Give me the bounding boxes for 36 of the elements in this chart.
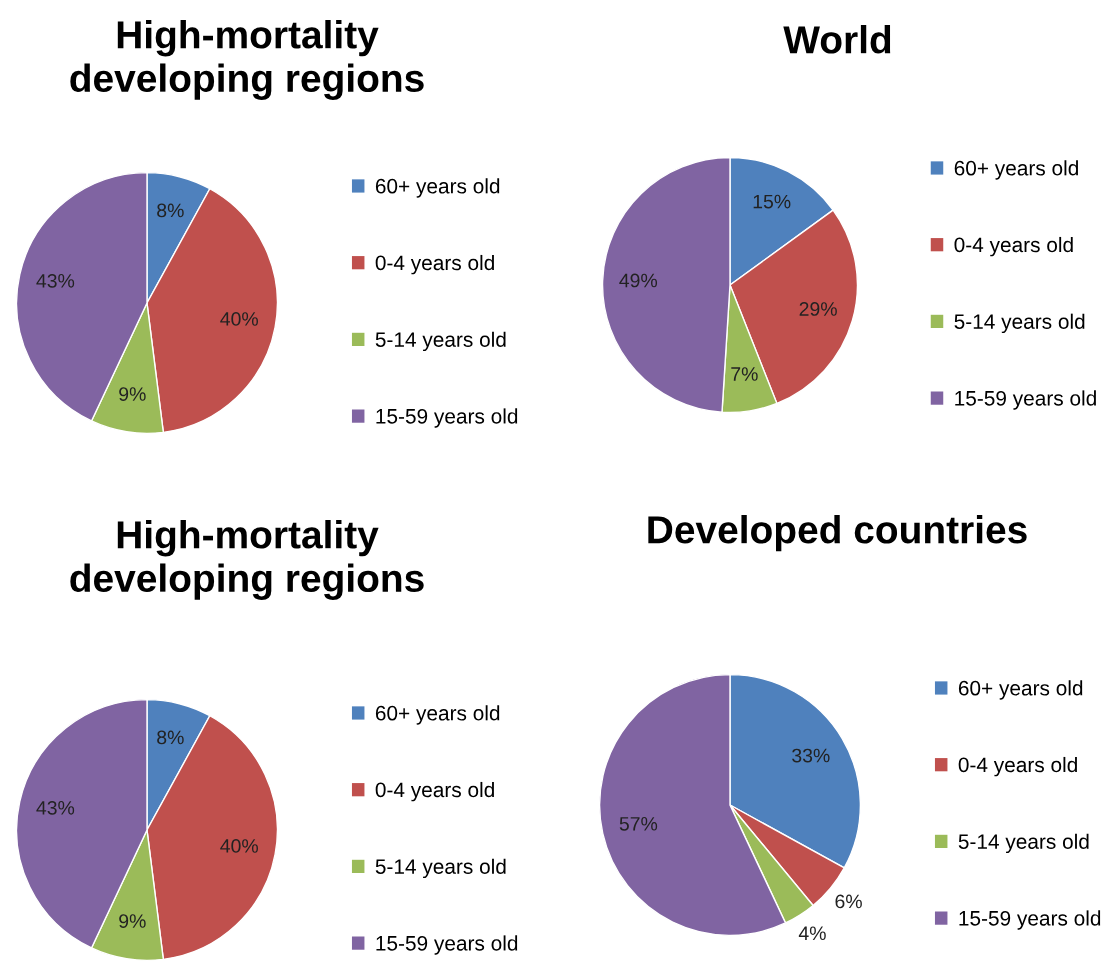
legend-label: 60+ years old — [958, 680, 1083, 700]
data-label: 40% — [220, 839, 258, 853]
legend-label: 15-59 years old — [955, 390, 1096, 410]
data-label: 9% — [119, 914, 146, 928]
legend-label: 0-4 years old — [375, 254, 494, 275]
data-label: 29% — [799, 302, 837, 316]
legend-label: 0-4 years old — [958, 756, 1077, 777]
legend-label: 0-4 years old — [375, 781, 494, 802]
legend-label: 60+ years old — [375, 705, 500, 725]
data-label: 9% — [119, 387, 146, 401]
data-label: 4% — [798, 926, 826, 941]
data-label: 40% — [220, 312, 258, 326]
legend-label: 0-4 years old — [954, 236, 1073, 257]
data-label: 8% — [157, 203, 184, 218]
legend-label: 5-14 years old — [954, 313, 1085, 334]
chart-title: Developed countries — [648, 515, 1027, 552]
legend-label: 5-14 years old — [958, 833, 1089, 854]
data-label: 33% — [792, 748, 830, 763]
legend-label: 60+ years old — [954, 160, 1078, 180]
data-label: 8% — [157, 730, 184, 745]
data-label: 43% — [36, 273, 75, 288]
chart-title: High-mortality developing regions — [70, 520, 424, 600]
legend-label: 5-14 years old — [375, 858, 506, 879]
data-label: 57% — [619, 817, 658, 831]
data-label: 43% — [36, 800, 75, 815]
data-label: 15% — [753, 194, 791, 209]
legend-label: 15-59 years old — [959, 910, 1101, 930]
legend-label: 15-59 years old — [376, 935, 518, 955]
chart-title: High-mortality developing regions — [70, 20, 424, 100]
data-label: 6% — [835, 894, 862, 909]
data-label: 49% — [619, 273, 658, 288]
legend-label: 5-14 years old — [375, 331, 506, 352]
legend-label: 60+ years old — [375, 178, 500, 198]
data-label: 7% — [731, 367, 758, 381]
legend-label: 15-59 years old — [376, 408, 518, 428]
chart-title: World — [783, 25, 891, 54]
